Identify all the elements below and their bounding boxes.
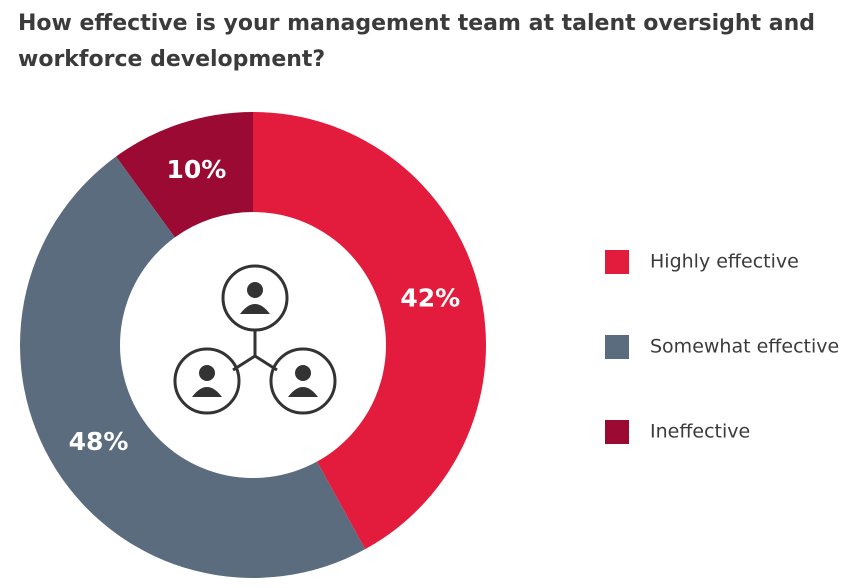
legend-swatch [605,250,629,274]
value-label: 42% [400,283,460,312]
value-label: 10% [167,155,227,184]
value-label: 48% [69,427,129,456]
legend-label: Somewhat effective [650,336,839,358]
people-icon [173,264,337,415]
donut-segment [116,112,253,238]
chart-title: How effective is your management team at… [18,11,815,72]
donut-segment [20,156,366,578]
legend-label: Ineffective [650,421,750,443]
legend-swatch [605,335,629,359]
legend-label: Highly effective [650,251,799,273]
legend-swatch [605,420,629,444]
donut-segment [253,112,487,550]
